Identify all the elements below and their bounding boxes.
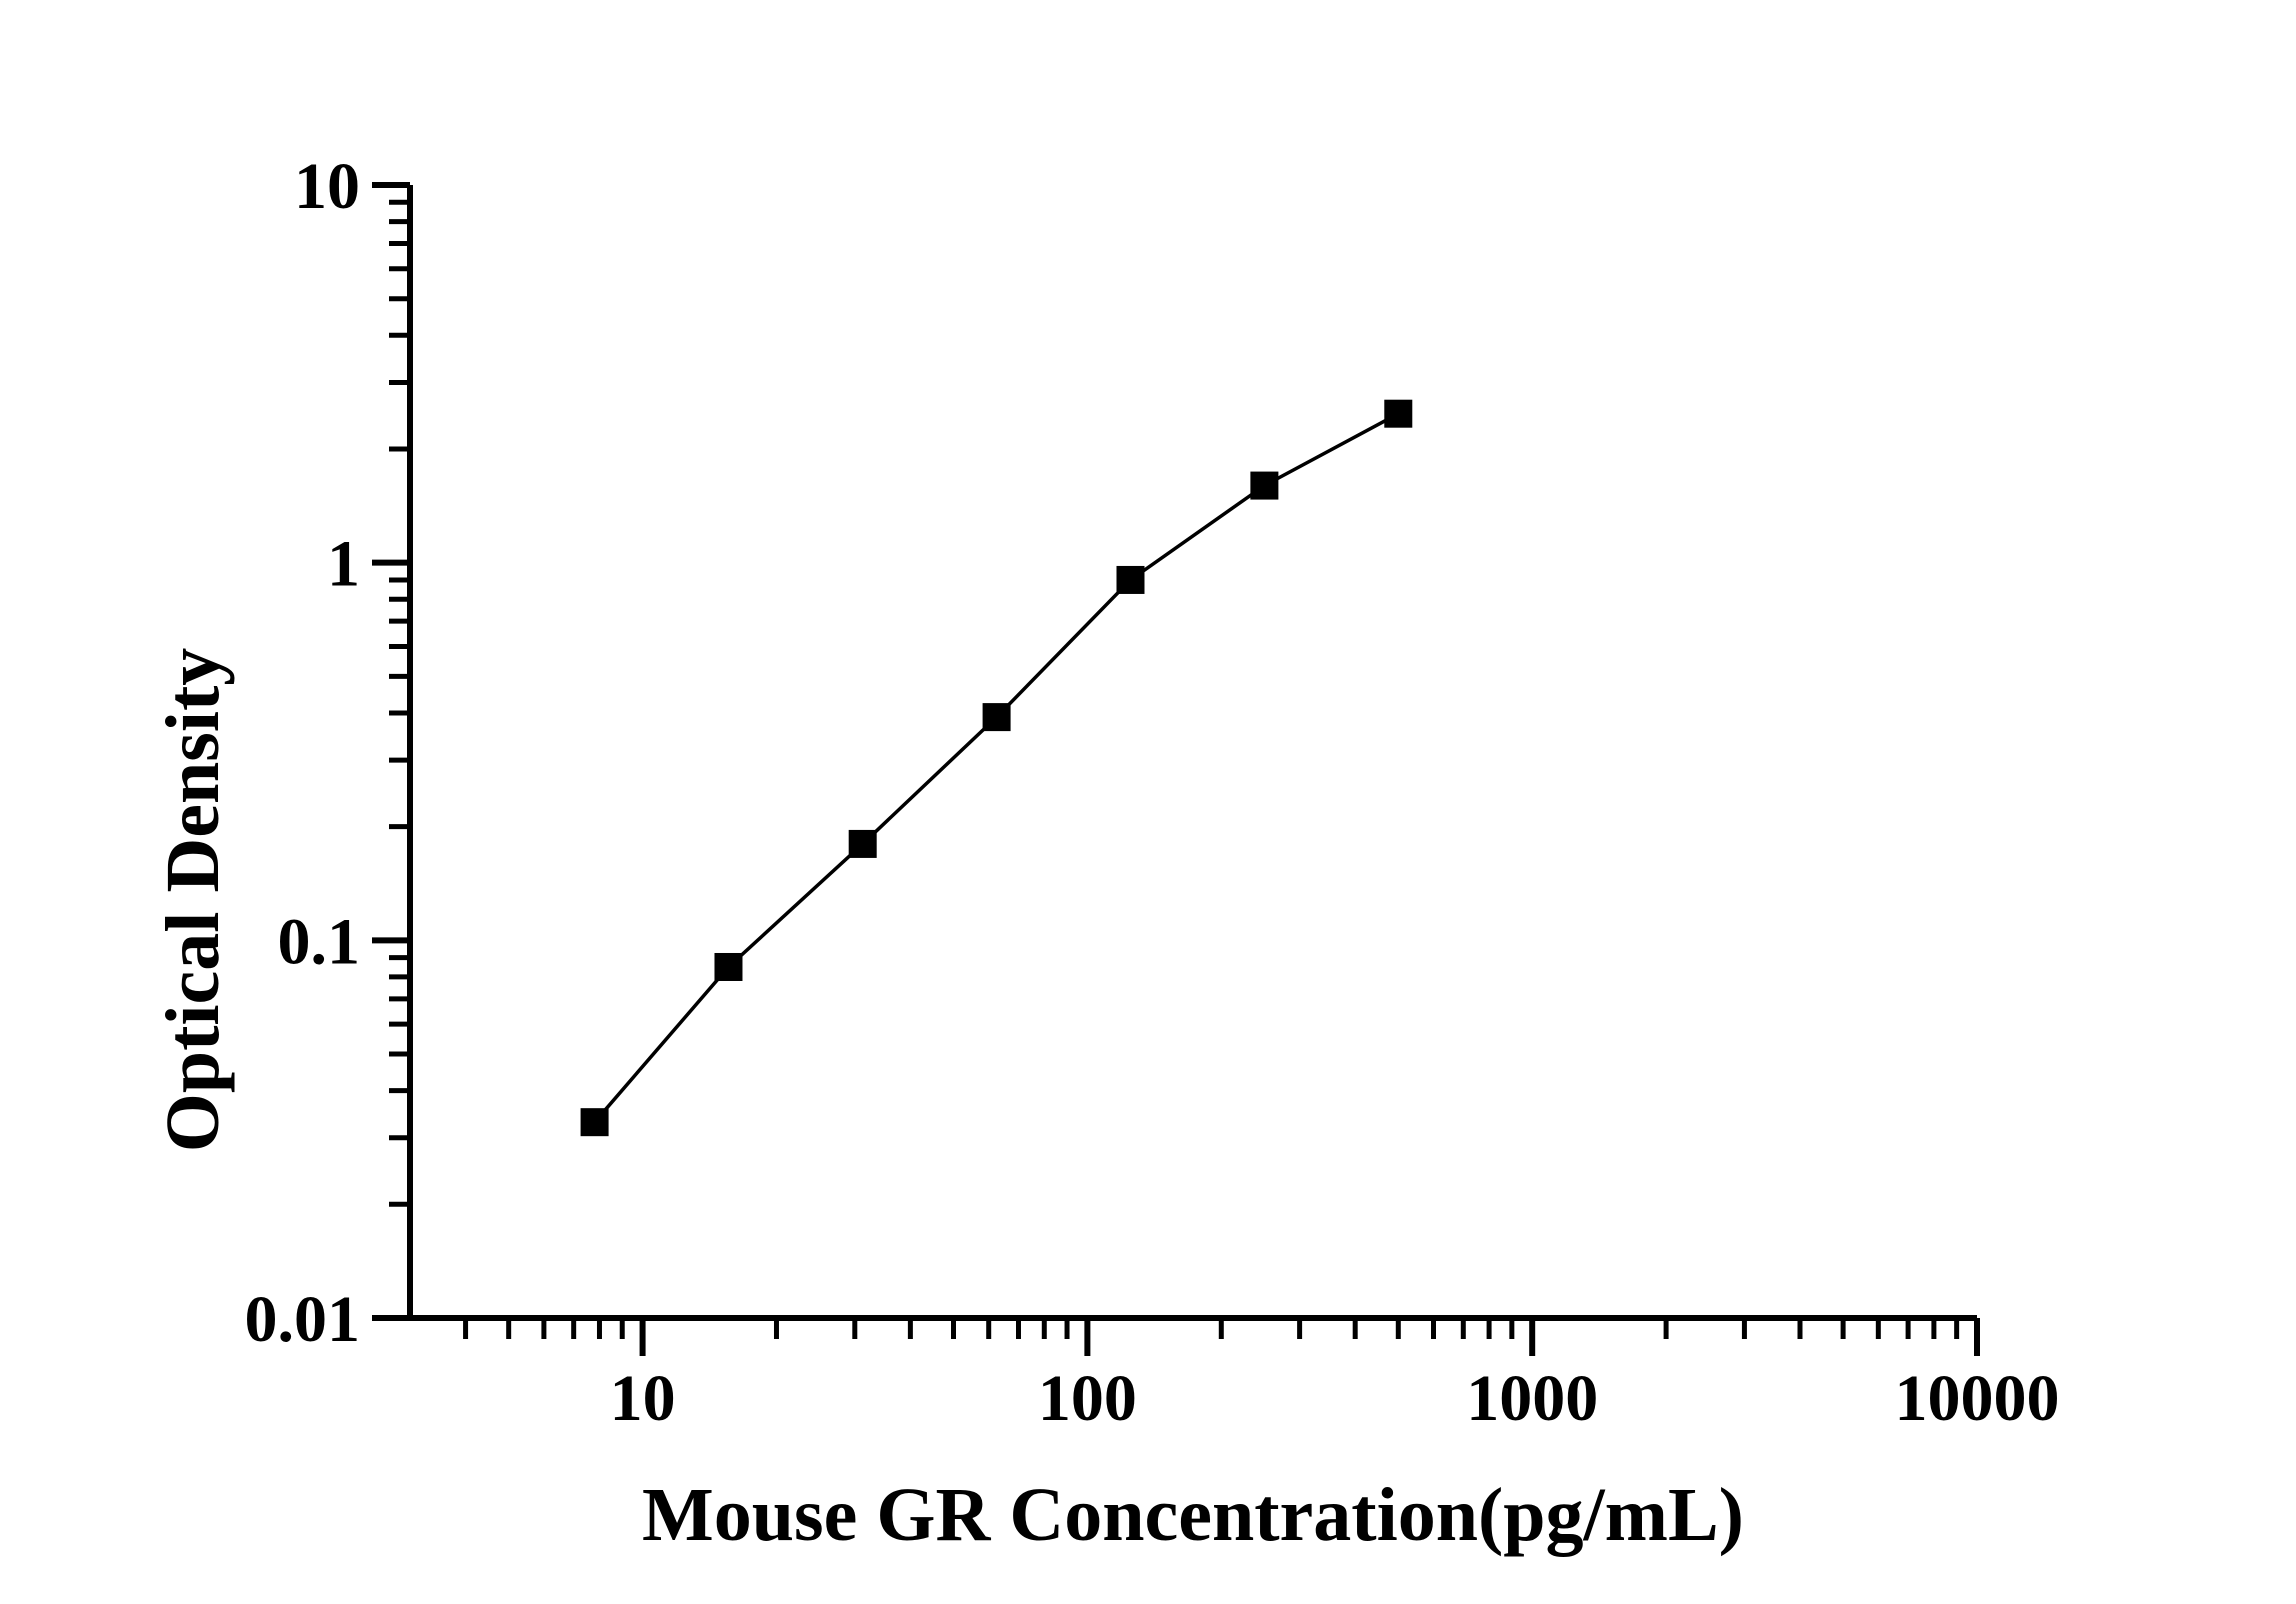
y-tick-label: 1 <box>327 528 360 601</box>
standard-curve-line <box>593 412 1400 1124</box>
data-point-marker <box>580 1108 609 1137</box>
data-point-marker <box>1250 471 1279 500</box>
x-tick-label: 10000 <box>1895 1362 2060 1435</box>
y-tick-label: 0.01 <box>245 1283 361 1356</box>
x-axis-title: Mouse GR Concentration(pg/mL) <box>642 1473 1744 1557</box>
data-point-marker <box>714 952 743 981</box>
y-tick-label: 10 <box>294 150 360 223</box>
ticks-layer <box>372 182 1980 1356</box>
series-layer <box>580 399 1413 1137</box>
y-axis-title: Optical Density <box>151 648 235 1153</box>
x-tick-label: 10 <box>610 1362 676 1435</box>
x-tick-label: 1000 <box>1466 1362 1598 1435</box>
data-point-marker <box>982 703 1011 732</box>
data-point-marker <box>1384 399 1413 428</box>
data-point-marker <box>1116 565 1145 594</box>
axes-layer <box>407 185 1977 1321</box>
y-tick-label: 0.1 <box>278 905 361 978</box>
x-tick-label: 100 <box>1038 1362 1137 1435</box>
data-point-marker <box>848 829 877 858</box>
tick-labels-layer: 10 100 1000 10000 0.01 0.1 1 10 <box>245 150 2060 1435</box>
